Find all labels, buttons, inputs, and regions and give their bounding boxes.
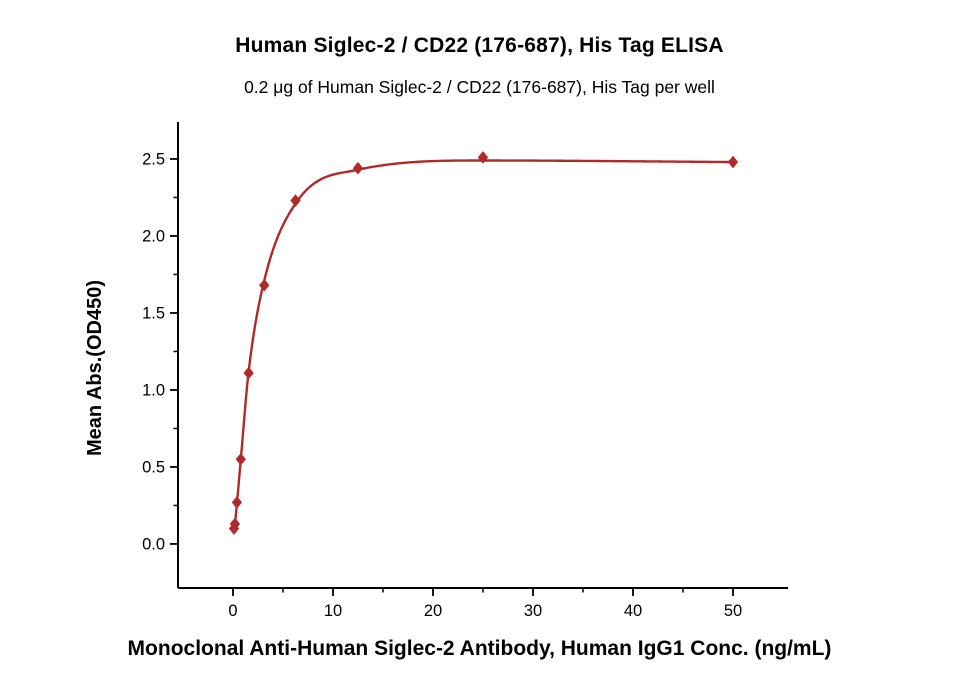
data-point-marker bbox=[235, 452, 246, 466]
x-tick-label: 30 bbox=[524, 602, 542, 620]
data-point-marker bbox=[243, 366, 254, 380]
data-point-marker bbox=[727, 155, 739, 169]
y-tick-label: 0.0 bbox=[142, 535, 165, 553]
x-axis-label: Monoclonal Anti-Human Siglec-2 Antibody,… bbox=[127, 637, 832, 660]
y-tick-label: 1.5 bbox=[142, 304, 165, 322]
fit-curve bbox=[232, 159, 735, 533]
data-point-marker bbox=[259, 278, 270, 292]
x-tick-label: 0 bbox=[228, 602, 237, 620]
data-point-marker bbox=[231, 496, 243, 509]
data-point-marker bbox=[477, 151, 489, 164]
x-tick-label: 40 bbox=[624, 602, 642, 620]
x-tick-label: 50 bbox=[724, 602, 742, 620]
data-point-marker bbox=[352, 161, 364, 175]
chart-title: Human Siglec-2 / CD22 (176-687), His Tag… bbox=[235, 34, 724, 57]
x-tick-label: 10 bbox=[324, 602, 342, 620]
data-point-marker bbox=[290, 194, 301, 207]
chart-subtitle: 0.2 μg of Human Siglec-2 / CD22 (176-687… bbox=[244, 77, 715, 97]
y-tick-label: 2.5 bbox=[142, 150, 165, 168]
y-tick-label: 2.0 bbox=[142, 227, 165, 245]
data-point-marker bbox=[229, 517, 241, 531]
x-tick-label: 20 bbox=[424, 602, 442, 620]
y-tick-label: 0.5 bbox=[142, 458, 165, 476]
y-tick-label: 1.0 bbox=[142, 381, 165, 399]
